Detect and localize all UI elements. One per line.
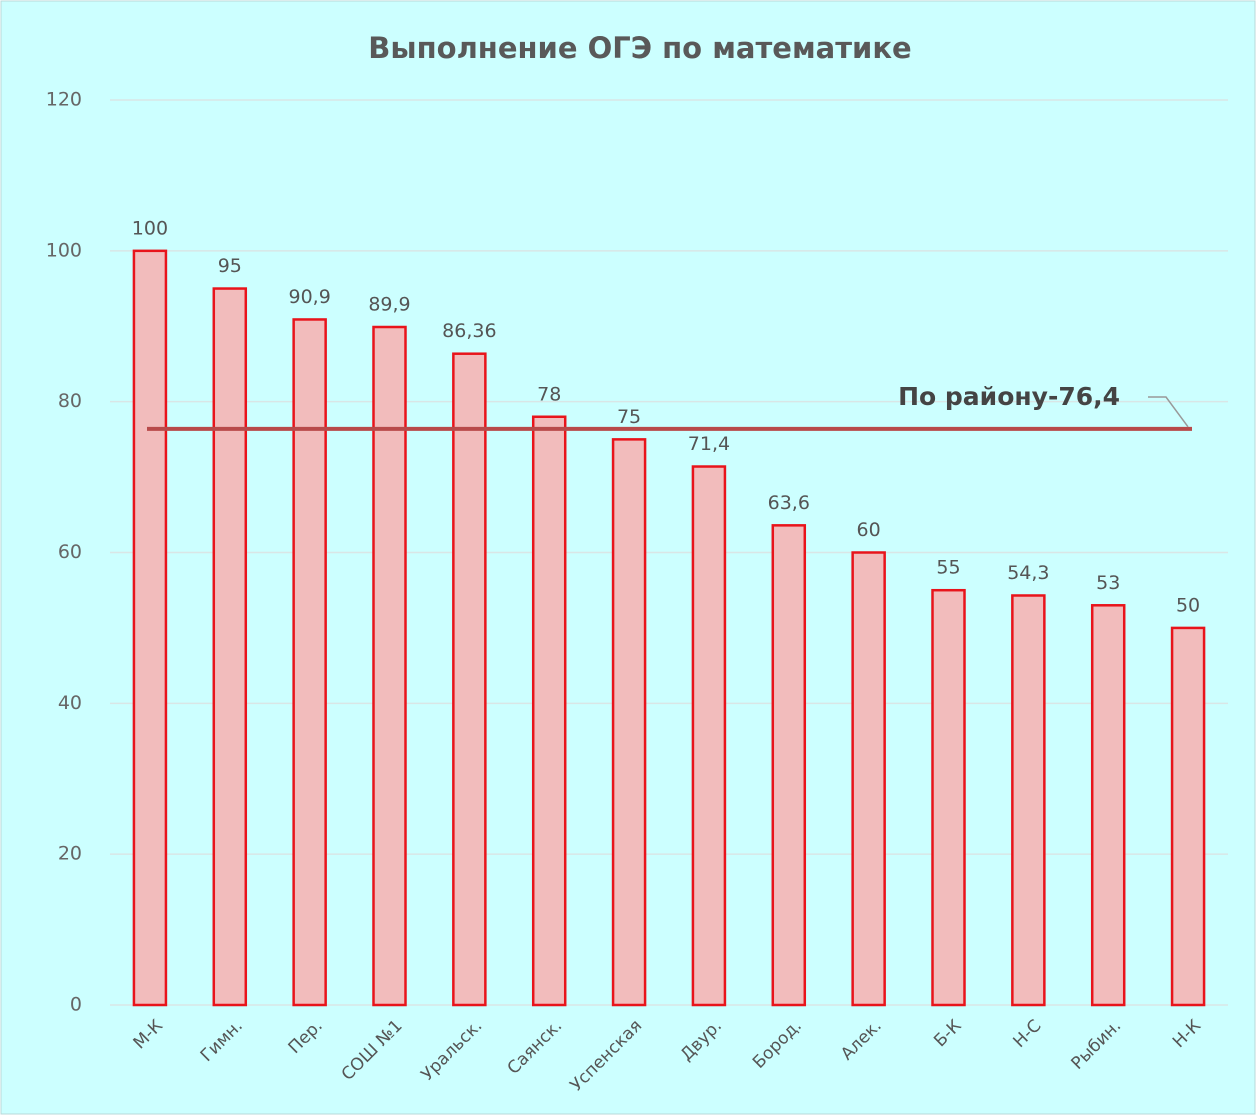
bar [931, 588, 966, 1007]
bar [1090, 604, 1126, 1007]
bar [132, 249, 168, 1007]
bar [212, 287, 248, 1007]
data-label: 63,6 [768, 492, 810, 514]
bar [1011, 594, 1046, 1007]
bar [1170, 626, 1206, 1007]
data-label: 86,36 [442, 320, 496, 342]
bar [851, 551, 886, 1007]
data-label: 90,9 [288, 286, 330, 308]
bar [452, 352, 487, 1007]
bar [531, 415, 567, 1007]
y-tick-label: 120 [46, 89, 82, 111]
leader-line [1148, 396, 1189, 428]
reference-label: По району-76,4 [898, 382, 1120, 411]
data-label: 50 [1176, 594, 1200, 616]
data-label: 71,4 [688, 433, 730, 455]
data-label: 60 [857, 519, 881, 541]
bar [691, 465, 727, 1007]
chart-title: Выполнение ОГЭ по математике [368, 31, 911, 65]
y-tick-label: 80 [58, 390, 82, 412]
data-label: 100 [132, 217, 168, 239]
y-tick-label: 100 [46, 239, 82, 261]
bar [292, 318, 327, 1007]
y-tick-label: 40 [58, 692, 82, 714]
y-tick-label: 60 [58, 541, 82, 563]
data-label: 53 [1096, 572, 1120, 594]
data-label: 95 [218, 255, 242, 277]
data-label: 54,3 [1007, 562, 1049, 584]
bar [372, 325, 407, 1007]
data-label: 78 [537, 383, 561, 405]
bar [771, 524, 807, 1007]
y-tick-label: 0 [70, 994, 82, 1016]
bar [611, 438, 647, 1007]
data-label: 55 [936, 557, 960, 579]
y-tick-label: 20 [58, 843, 82, 865]
data-label: 89,9 [368, 294, 410, 316]
data-label: 75 [617, 406, 641, 428]
